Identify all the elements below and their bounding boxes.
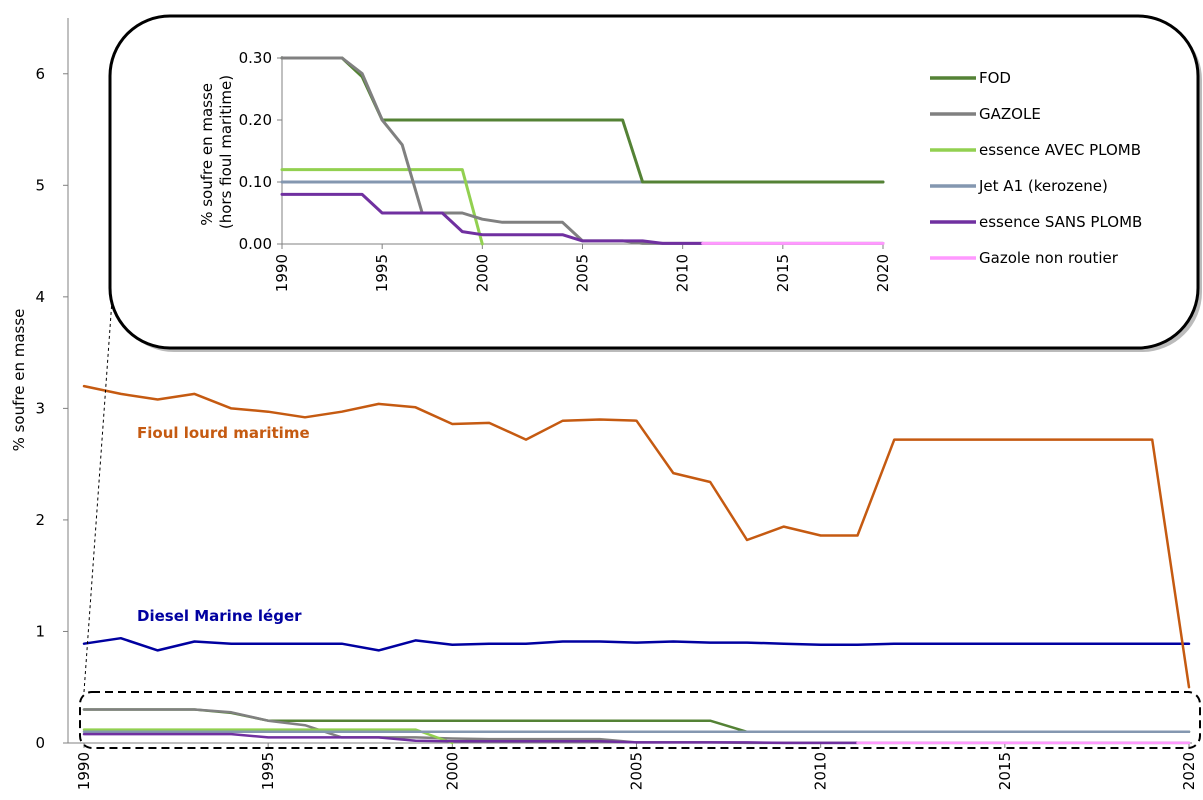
inset-x-tick-label: 2015 — [774, 254, 792, 292]
main-y-tick-label: 6 — [35, 65, 45, 83]
main-y-axis-label: % soufre en masse — [10, 309, 28, 452]
inset-x-tick-label: 2000 — [473, 254, 491, 292]
main-y-tick-label: 1 — [35, 622, 45, 640]
main-y-tick-label: 0 — [35, 734, 45, 752]
main-y-tick-label: 5 — [35, 176, 45, 194]
legend-label-fod: FOD — [979, 69, 1011, 87]
series-line-essence-avec-plomb — [280, 168, 484, 246]
series-line-gazole — [82, 708, 1191, 745]
series-line-essence-sans-plomb — [280, 192, 705, 245]
main-x-tick-label: 1990 — [75, 752, 93, 790]
inset-x-tick-label: 1990 — [273, 254, 291, 292]
legend-label-jet-a1-kerozene: Jet A1 (kerozene) — [978, 177, 1108, 195]
main-series — [82, 384, 1191, 745]
inset-y-tick-label: 0.10 — [239, 173, 272, 191]
main-x-tick-label: 2010 — [812, 752, 830, 790]
legend-label-essence-avec-plomb: essence AVEC PLOMB — [979, 141, 1141, 159]
inset-legend: FOD GAZOLE essence AVEC PLOMB Jet A1 (keroz… — [930, 69, 1142, 267]
inset-axes: 0.00 0.10 0.20 0.30 1990 1995 2000 2005 2010 201… — [198, 49, 892, 292]
main-y-tick-label: 4 — [35, 288, 45, 306]
inset-y-ticks: 0.00 0.10 0.20 0.30 — [239, 49, 282, 253]
main-x-tick-label: 2020 — [1180, 752, 1198, 790]
series-line-essence-sans-plomb — [82, 732, 859, 745]
main-y-tick-label: 3 — [35, 399, 45, 417]
annotation-fioul-lourd: Fioul lourd maritime — [137, 424, 310, 442]
legend-label-gazole-non-routier: Gazole non routier — [979, 249, 1119, 267]
inset-y-tick-label: 0.20 — [239, 111, 272, 129]
main-y-ticks: 0 1 2 3 4 5 6 — [35, 65, 68, 752]
legend-label-essence-sans-plomb: essence SANS PLOMB — [979, 213, 1142, 231]
inset-x-tick-label: 2005 — [574, 254, 592, 292]
series-line-diesel-marine-l-ger — [82, 636, 1191, 652]
inset-y-axis-label-line-2: (hors fioul maritime) — [217, 75, 235, 229]
series-line-fioul-lourd-maritime — [82, 384, 1191, 689]
zoom-highlight-box — [79, 691, 1201, 749]
main-axes: 0 1 2 3 4 5 6 1990 1995 2000 2005 2010 2015 2020 % s… — [10, 18, 1198, 790]
inset-y-axis-label: % soufre en masse (hors fioul maritime) — [198, 75, 235, 229]
inset-x-ticks: 1990 1995 2000 2005 2010 2015 2020 — [273, 244, 892, 292]
zoom-connector-line — [83, 299, 113, 693]
inset-x-tick-label: 1995 — [373, 254, 391, 292]
inset-x-tick-label: 2010 — [674, 254, 692, 292]
main-x-tick-label: 2005 — [628, 752, 646, 790]
annotation-diesel-marine: Diesel Marine léger — [137, 607, 302, 625]
legend-label-gazole: GAZOLE — [979, 105, 1041, 123]
inset-x-tick-label: 2020 — [874, 254, 892, 292]
inset-y-tick-label: 0.30 — [239, 49, 272, 67]
inset-series — [280, 56, 885, 246]
inset-y-axis-label-line-1: % soufre en masse — [198, 83, 216, 226]
main-x-ticks: 1990 1995 2000 2005 2010 2015 2020 — [75, 743, 1198, 790]
main-x-tick-label: 2000 — [443, 752, 461, 790]
inset-y-tick-label: 0.00 — [239, 235, 272, 253]
main-x-tick-label: 1995 — [259, 752, 277, 790]
series-line-essence-avec-plomb — [82, 728, 454, 745]
main-y-tick-label: 2 — [35, 511, 45, 529]
main-x-tick-label: 2015 — [996, 752, 1014, 790]
